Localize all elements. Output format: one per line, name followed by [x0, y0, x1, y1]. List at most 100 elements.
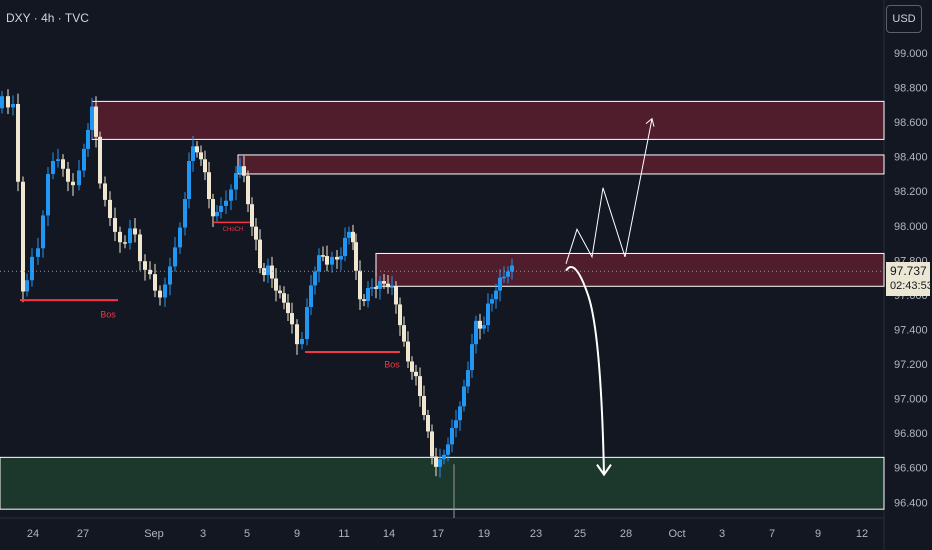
candle-bullish	[343, 237, 347, 257]
currency-button[interactable]: USD	[886, 5, 922, 33]
x-tick-label: 9	[294, 528, 300, 540]
candle-bullish	[11, 103, 15, 108]
candle-bullish	[219, 205, 223, 212]
candle-bearish	[358, 270, 362, 300]
x-tick-label: 23	[530, 528, 542, 540]
candle-bearish	[290, 313, 294, 325]
candle-bearish	[295, 324, 299, 345]
x-tick-label: 7	[769, 528, 775, 540]
candle-bearish	[123, 242, 127, 244]
candle-bullish	[266, 265, 270, 276]
candle-bearish	[21, 181, 25, 292]
candle-bullish	[56, 159, 60, 161]
x-tick-label: 11	[338, 528, 349, 540]
bos-label-1: Bos	[100, 309, 116, 319]
candle-bearish	[386, 283, 390, 288]
choch-label: CHoCH	[223, 227, 244, 233]
candle-bullish	[25, 280, 29, 292]
bearish-path	[565, 266, 605, 475]
candle-bearish	[406, 341, 410, 362]
candle-bullish	[51, 161, 55, 174]
candle-bullish	[390, 286, 394, 288]
candle-bullish	[378, 281, 382, 289]
candle-bearish	[246, 175, 250, 205]
candle-bearish	[203, 159, 207, 173]
candle-bearish	[113, 218, 117, 232]
x-tick-label: 19	[478, 528, 490, 540]
candle-bullish	[482, 325, 486, 329]
candle-bullish	[36, 248, 40, 257]
candle-bearish	[394, 286, 398, 305]
y-tick-label: 98.400	[894, 152, 928, 164]
candle-bearish	[278, 290, 282, 294]
chart-title: DXY · 4h · TVC	[6, 11, 89, 25]
candle-bearish	[478, 320, 482, 329]
candle-bearish	[430, 431, 434, 457]
candle-bearish	[321, 255, 325, 257]
candle-bearish	[138, 234, 142, 262]
x-tick-label: 9	[815, 528, 821, 540]
candle-bullish	[187, 161, 191, 200]
bos-label-2: Bos	[384, 359, 400, 369]
candle-bearish	[354, 242, 358, 271]
candle-bearish	[410, 361, 414, 372]
candle-bullish	[330, 256, 334, 265]
candle-bullish	[486, 303, 490, 326]
candle-bullish	[41, 215, 45, 249]
y-tick-label: 97.000	[894, 394, 928, 406]
x-tick-label: Sep	[144, 528, 164, 540]
bearish-arrowhead	[596, 464, 612, 477]
candle-bearish	[103, 183, 107, 200]
candle-bearish	[325, 256, 329, 265]
candle-bearish	[362, 299, 366, 301]
candle-bullish	[446, 444, 450, 455]
candle-bullish	[0, 96, 4, 109]
candle-bullish	[494, 290, 498, 300]
candle-bullish	[339, 256, 343, 260]
candle-bearish	[66, 168, 70, 182]
candle-bullish	[234, 173, 238, 190]
candle-bullish	[305, 307, 309, 339]
y-tick-label: 98.200	[894, 186, 928, 198]
candle-bullish	[183, 199, 187, 228]
candle-bearish	[153, 274, 157, 291]
candle-bearish	[158, 290, 162, 298]
x-tick-label: 24	[27, 528, 39, 540]
y-tick-label: 98.000	[894, 221, 928, 233]
candle-bearish	[422, 396, 426, 416]
candle-bearish	[250, 204, 254, 227]
candle-bullish	[490, 299, 494, 304]
candle-bullish	[77, 170, 81, 186]
y-tick-label: 99.000	[894, 48, 928, 60]
candle-bearish	[199, 152, 203, 160]
candle-bullish	[438, 459, 442, 467]
x-tick-label: 3	[719, 528, 725, 540]
candle-bearish	[418, 376, 422, 397]
candle-bearish	[382, 281, 386, 284]
candle-bullish	[470, 344, 474, 371]
candle-bullish	[458, 406, 462, 421]
candle-bullish	[86, 129, 90, 149]
candle-bearish	[254, 226, 258, 240]
bar-countdown: 02:43:53	[890, 280, 932, 292]
candle-bearish	[148, 269, 152, 275]
candle-bullish	[466, 370, 470, 387]
y-tick-label: 98.800	[894, 83, 928, 95]
candle-bearish	[16, 103, 20, 182]
candle-bullish	[46, 173, 50, 216]
candle-bullish	[450, 427, 454, 445]
candle-bullish	[462, 386, 466, 407]
candle-bullish	[229, 189, 233, 201]
candle-bearish	[143, 261, 147, 270]
candle-bearish	[402, 325, 406, 342]
candle-bearish	[434, 456, 438, 467]
candle-bearish	[195, 146, 199, 153]
y-tick-label: 96.600	[894, 463, 928, 475]
x-tick-label: Oct	[668, 528, 685, 540]
x-tick-label: 14	[383, 528, 395, 540]
candle-bullish	[300, 338, 304, 345]
y-tick-label: 96.800	[894, 428, 928, 440]
x-tick-label: 25	[574, 528, 586, 540]
candle-bearish	[274, 278, 278, 291]
